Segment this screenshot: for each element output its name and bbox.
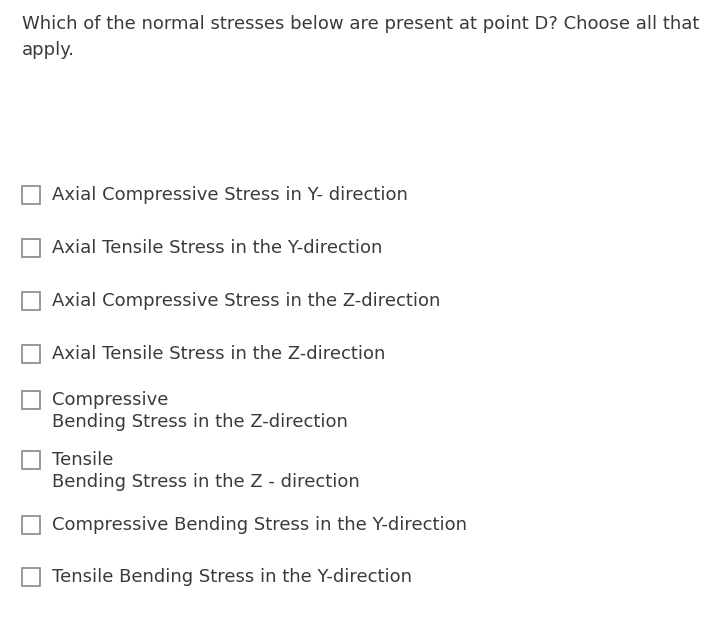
Text: Compressive Bending Stress in the Y-direction: Compressive Bending Stress in the Y-dire…: [52, 516, 467, 534]
Text: Axial Compressive Stress in the Z-direction: Axial Compressive Stress in the Z-direct…: [52, 292, 440, 310]
Text: Axial Compressive Stress in Y- direction: Axial Compressive Stress in Y- direction: [52, 186, 408, 204]
Text: Which of the normal stresses below are present at point D? Choose all that
apply: Which of the normal stresses below are p…: [22, 15, 699, 60]
Bar: [22, 186, 40, 204]
Bar: [22, 568, 40, 586]
Bar: [22, 391, 40, 409]
Bar: [22, 451, 40, 469]
Bar: [22, 239, 40, 257]
Text: Tensile Bending Stress in the Y-direction: Tensile Bending Stress in the Y-directio…: [52, 568, 412, 586]
Bar: [22, 516, 40, 534]
Text: Bending Stress in the Z - direction: Bending Stress in the Z - direction: [52, 473, 360, 491]
Text: Compressive: Compressive: [52, 391, 168, 409]
Text: Bending Stress in the Z-direction: Bending Stress in the Z-direction: [52, 413, 348, 431]
Text: Axial Tensile Stress in the Z-direction: Axial Tensile Stress in the Z-direction: [52, 345, 385, 363]
Bar: [22, 345, 40, 363]
Text: Tensile: Tensile: [52, 451, 114, 469]
Text: Axial Tensile Stress in the Y-direction: Axial Tensile Stress in the Y-direction: [52, 239, 383, 257]
Bar: [22, 292, 40, 310]
